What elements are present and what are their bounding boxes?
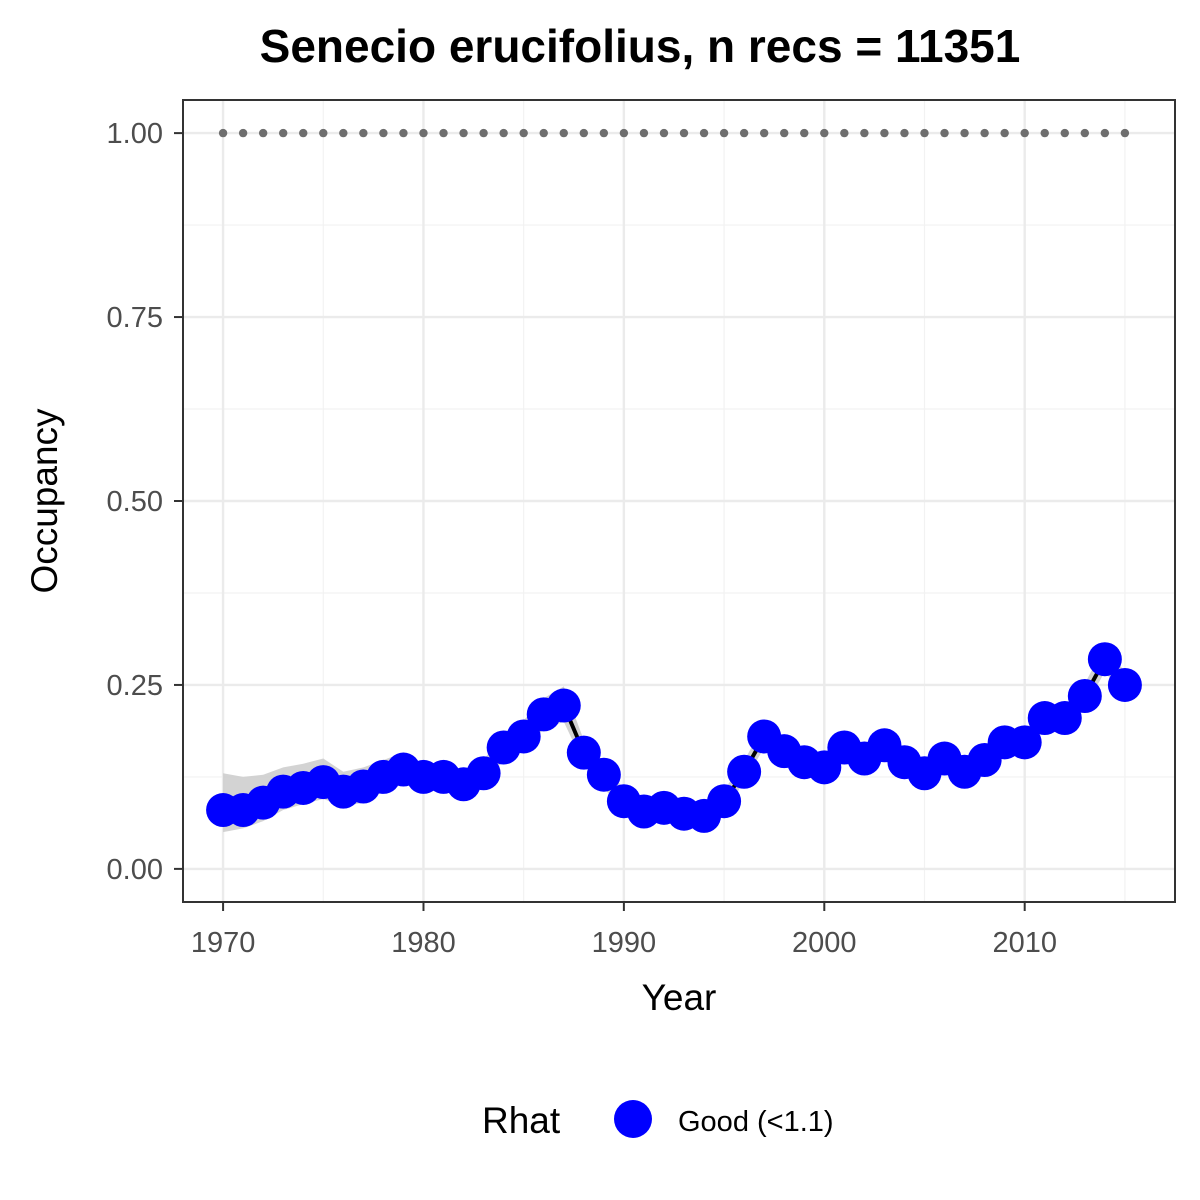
data-point bbox=[546, 688, 581, 723]
reference-dot bbox=[419, 128, 428, 138]
x-tick-label: 1980 bbox=[391, 927, 456, 959]
reference-line bbox=[218, 128, 1130, 138]
legend-label-good: Good (<1.1) bbox=[678, 1106, 834, 1138]
reference-dot bbox=[279, 128, 288, 138]
reference-dot bbox=[539, 128, 548, 138]
reference-dot bbox=[1060, 128, 1069, 138]
reference-dot bbox=[499, 128, 508, 138]
reference-dot bbox=[439, 128, 448, 138]
reference-dot bbox=[719, 128, 729, 138]
reference-dot bbox=[639, 128, 649, 138]
y-tick-label: 1.00 bbox=[107, 118, 163, 150]
data-point bbox=[707, 784, 742, 819]
reference-dot bbox=[218, 128, 228, 138]
data-point bbox=[1107, 667, 1142, 702]
x-tick-label: 2000 bbox=[792, 927, 857, 959]
data-point bbox=[566, 735, 601, 770]
reference-dot bbox=[299, 128, 308, 138]
axes: 1970 1980 1990 2000 2010 0.00 0.25 0.50 0.75 1.00 bbox=[107, 118, 1057, 959]
reference-dot bbox=[940, 128, 949, 138]
reference-dot bbox=[759, 128, 769, 138]
reference-dot bbox=[900, 128, 909, 138]
y-axis-title: Occupancy bbox=[24, 408, 65, 594]
reference-dot bbox=[359, 128, 368, 138]
reference-dot bbox=[920, 128, 929, 138]
reference-dot bbox=[860, 128, 869, 138]
reference-dot bbox=[880, 128, 889, 138]
legend: Rhat Good (<1.1) bbox=[482, 1100, 834, 1141]
reference-dot bbox=[699, 128, 709, 138]
data-point bbox=[1067, 678, 1102, 713]
reference-dot bbox=[739, 128, 749, 138]
x-tick-label: 1990 bbox=[592, 927, 657, 959]
reference-dot bbox=[459, 128, 468, 138]
reference-dot bbox=[1080, 128, 1090, 138]
reference-dot bbox=[679, 128, 689, 138]
y-tick-label: 0.25 bbox=[107, 670, 163, 702]
reference-dot bbox=[1020, 128, 1029, 138]
reference-dot bbox=[238, 128, 248, 138]
data-points bbox=[206, 642, 1142, 833]
reference-dot bbox=[1040, 128, 1049, 138]
data-point bbox=[1007, 725, 1042, 760]
reference-dot bbox=[519, 128, 528, 138]
chart-title: Senecio erucifolius, n recs = 11351 bbox=[260, 20, 1021, 72]
data-point bbox=[466, 756, 501, 791]
reference-dot bbox=[659, 128, 669, 138]
reference-dot bbox=[800, 128, 809, 138]
reference-dot bbox=[780, 128, 789, 138]
data-point bbox=[586, 757, 621, 792]
reference-dot bbox=[479, 128, 488, 138]
reference-dot bbox=[339, 128, 348, 138]
reference-dot bbox=[399, 128, 408, 138]
reference-dot bbox=[980, 128, 989, 138]
reference-dot bbox=[840, 128, 849, 138]
data-point bbox=[506, 719, 541, 754]
reference-dot bbox=[379, 128, 388, 138]
data-point bbox=[727, 754, 762, 789]
x-tick-label: 1970 bbox=[191, 927, 256, 959]
reference-dot bbox=[1000, 128, 1009, 138]
reference-dot bbox=[599, 128, 609, 138]
y-tick-label: 0.00 bbox=[107, 854, 163, 886]
reference-dot bbox=[559, 128, 568, 138]
y-tick-label: 0.75 bbox=[107, 302, 163, 334]
x-tick-label: 2010 bbox=[992, 927, 1057, 959]
legend-title: Rhat bbox=[482, 1100, 561, 1141]
reference-dot bbox=[960, 128, 969, 138]
data-point bbox=[1047, 701, 1082, 736]
reference-dot bbox=[1120, 128, 1130, 138]
y-tick-label: 0.50 bbox=[107, 486, 163, 518]
reference-dot bbox=[1100, 128, 1110, 138]
reference-dot bbox=[579, 128, 589, 138]
data-point bbox=[1087, 642, 1122, 677]
reference-dot bbox=[619, 128, 629, 138]
reference-dot bbox=[258, 128, 268, 138]
x-axis-title: Year bbox=[642, 977, 717, 1018]
reference-dot bbox=[820, 128, 829, 138]
reference-dot bbox=[319, 128, 328, 138]
legend-swatch-good bbox=[614, 1100, 652, 1138]
